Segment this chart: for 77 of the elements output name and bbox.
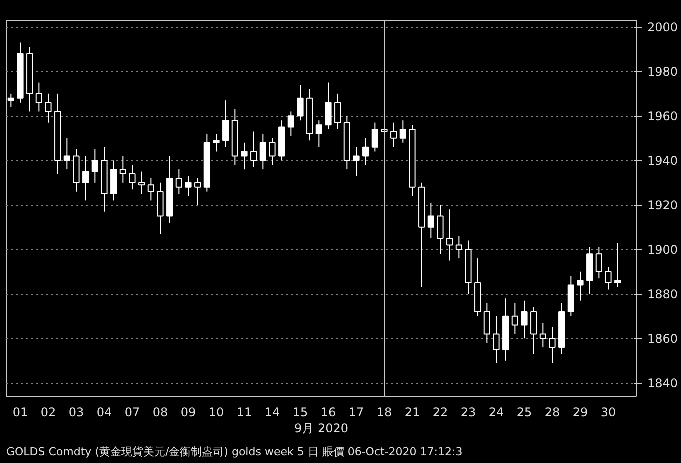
y-tick-label: 1860 xyxy=(648,332,678,346)
x-tick-label: 07 xyxy=(124,406,140,420)
x-tick-label: 16 xyxy=(320,406,336,420)
candlestick xyxy=(241,142,248,170)
x-tick-label: 23 xyxy=(460,406,476,420)
candlestick xyxy=(176,169,182,195)
candlestick xyxy=(614,242,622,288)
x-tick-label: 18 xyxy=(376,406,392,420)
candlestick xyxy=(213,133,220,152)
candlestick xyxy=(521,300,528,340)
x-axis-title: 9月 2020 xyxy=(294,422,349,436)
candlestick xyxy=(390,122,398,148)
x-tick-label: 15 xyxy=(292,406,308,420)
x-tick-label: 04 xyxy=(96,406,112,420)
candlestick xyxy=(260,133,266,170)
candlestick xyxy=(185,176,192,197)
candlestick xyxy=(250,131,258,168)
x-tick-label: 28 xyxy=(544,406,560,420)
candlestick xyxy=(372,122,378,152)
candlestick xyxy=(129,164,136,190)
candlestick xyxy=(269,138,276,166)
candlestick xyxy=(36,82,42,112)
y-tick-label: 1980 xyxy=(648,65,678,80)
x-tick-label: 22 xyxy=(432,406,448,420)
candlestick xyxy=(512,302,518,335)
candlestick xyxy=(325,82,332,130)
candlestick xyxy=(484,302,490,344)
candlestick xyxy=(8,93,14,108)
x-tick-label: 02 xyxy=(40,406,56,420)
candlestick xyxy=(82,156,90,202)
x-tick-label: 03 xyxy=(68,406,84,420)
y-tick-label: 1880 xyxy=(648,288,678,302)
candlestick xyxy=(549,327,556,364)
y-tick-label: 1900 xyxy=(648,243,678,258)
candlestick xyxy=(64,138,70,170)
x-tick-label: 10 xyxy=(208,406,224,420)
candlestick xyxy=(428,202,434,240)
candlestick xyxy=(138,171,146,195)
candlestick xyxy=(353,146,360,177)
x-tick-label: 09 xyxy=(180,406,196,420)
candlestick xyxy=(297,84,304,122)
y-tick-label: 1920 xyxy=(648,198,678,213)
candlestick xyxy=(288,111,294,137)
candlestick xyxy=(334,93,342,130)
x-tick-label: 24 xyxy=(488,406,504,420)
x-tick-label: 30 xyxy=(600,406,616,420)
y-tick-label: 2000 xyxy=(648,20,678,35)
candlestick xyxy=(222,100,230,148)
candlestick xyxy=(400,120,406,144)
candlestick xyxy=(92,149,98,184)
candlestick xyxy=(493,316,500,364)
x-tick-label: 29 xyxy=(572,406,588,420)
candlestick xyxy=(316,120,322,148)
candlestick xyxy=(362,138,370,166)
x-tick-label: 01 xyxy=(12,406,28,420)
y-tick-label: 1960 xyxy=(648,110,678,124)
x-tick-label: 08 xyxy=(152,406,168,420)
x-tick-label: 25 xyxy=(516,406,532,420)
x-tick-label: 21 xyxy=(404,406,420,420)
y-tick-label: 1840 xyxy=(648,376,678,391)
candlestick xyxy=(605,266,612,290)
x-tick-label: 17 xyxy=(348,406,364,420)
candlestick xyxy=(45,93,52,124)
text: GOLDS Comdty (黄金現貨美元/金衡制盎司) golds week 5 日 賬價 06-Oct-2020 17:12:3 xyxy=(6,446,463,458)
candlestick xyxy=(437,204,444,255)
x-tick-label: 11 xyxy=(236,406,252,420)
candlestick xyxy=(120,156,126,184)
candlestick xyxy=(194,178,202,206)
candlestick xyxy=(530,307,538,355)
y-tick-label: 1940 xyxy=(648,154,678,168)
x-tick-label: 14 xyxy=(264,406,280,420)
candlestick xyxy=(596,246,602,280)
candlestick xyxy=(456,236,462,260)
candlestick xyxy=(577,271,584,302)
candlestick xyxy=(148,178,154,202)
candlestick xyxy=(540,322,546,348)
candlestick xyxy=(446,209,454,262)
